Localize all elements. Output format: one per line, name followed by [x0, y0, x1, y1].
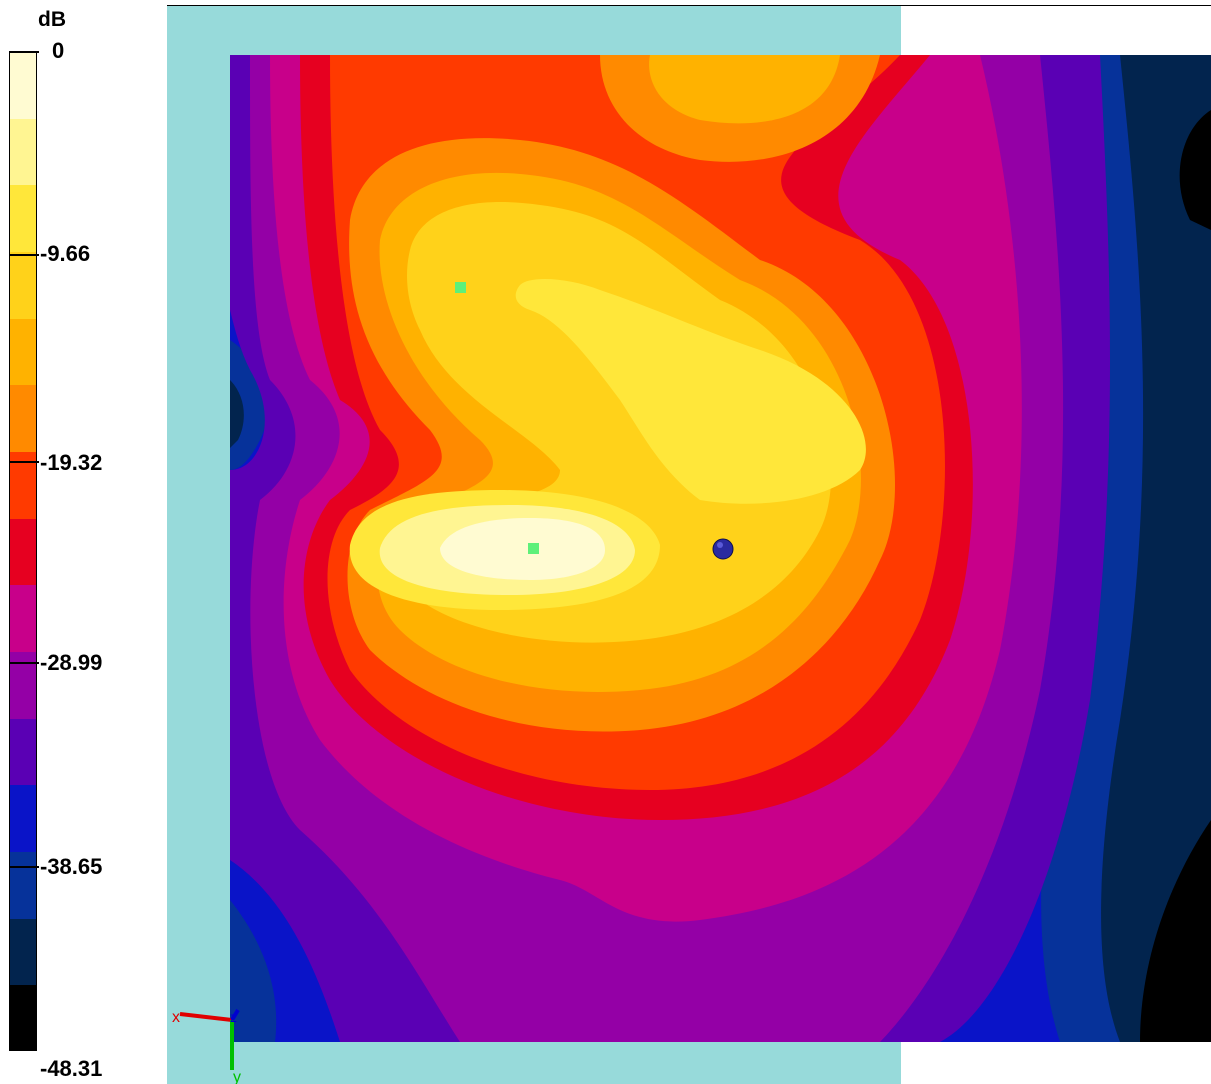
colorbar-segment: [10, 52, 36, 119]
colorbar-tick-label: -38.65: [40, 854, 103, 879]
colorbar-tick-label: -28.99: [40, 650, 103, 675]
colorbar-segment: [10, 185, 36, 252]
colorbar-tick-mark: [9, 866, 39, 868]
colorbar-segment: [10, 918, 36, 986]
axis-label-z: z: [230, 1009, 237, 1025]
colorbar-unit-label: dB: [38, 8, 66, 31]
colorbar-tick-label: 0: [52, 38, 65, 63]
colorbar-segment: [10, 385, 36, 452]
plot-frame-line: [167, 5, 1211, 6]
colorbar-segment: [10, 851, 36, 919]
colorbar-tick-label: -48.31: [40, 1056, 103, 1081]
axis-label-x: x: [172, 1009, 180, 1026]
sphere-highlight: [717, 542, 723, 548]
colorbar-tick-label: -19.32: [40, 450, 103, 475]
colorbar-tick-mark: [9, 254, 39, 256]
colorbar-segment: [10, 518, 36, 586]
colorbar-segment: [10, 318, 36, 386]
probe-marker-green: [455, 282, 466, 293]
probe-marker-green: [528, 543, 539, 554]
colorbar-segment: [10, 785, 36, 852]
colorbar-segment: [10, 451, 36, 519]
colorbar-segment: [10, 585, 36, 652]
colorbar-tick-label: -9.66: [40, 241, 91, 266]
colorbar-segment: [10, 251, 36, 319]
colorbar-tick-mark: [9, 461, 39, 463]
axis-label-y: y: [233, 1069, 241, 1084]
source-marker-sphere: [712, 538, 734, 560]
colorbar-segment: [10, 985, 36, 1050]
axis-triad: x y z: [172, 1008, 241, 1084]
colorbar-segment: [10, 718, 36, 786]
colorbar-tick-mark: [9, 51, 39, 53]
colorbar: [9, 51, 37, 1051]
colorbar-tick-mark: [9, 662, 39, 664]
colorbar-segment: [10, 118, 36, 186]
